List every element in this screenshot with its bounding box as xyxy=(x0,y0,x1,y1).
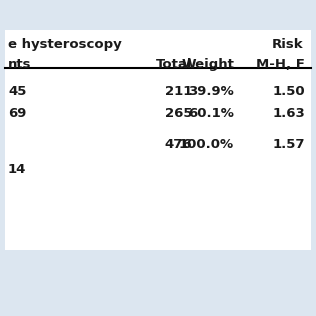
Bar xyxy=(5,30,311,250)
Text: Risk: Risk xyxy=(271,38,303,51)
Text: Total: Total xyxy=(155,58,192,71)
Text: 1.63: 1.63 xyxy=(272,107,305,120)
Text: 1.50: 1.50 xyxy=(272,85,305,98)
Text: 100.0%: 100.0% xyxy=(179,138,234,151)
Text: 60.1%: 60.1% xyxy=(188,107,234,120)
Text: 1.57: 1.57 xyxy=(272,138,305,151)
Text: 39.9%: 39.9% xyxy=(188,85,234,98)
Text: nts: nts xyxy=(8,58,32,71)
Text: Weight: Weight xyxy=(181,58,234,71)
Text: M-H, F: M-H, F xyxy=(256,58,305,71)
Text: 14: 14 xyxy=(8,163,26,176)
Text: 69: 69 xyxy=(8,107,26,120)
Text: 45: 45 xyxy=(8,85,26,98)
Text: e hysteroscopy: e hysteroscopy xyxy=(8,38,122,51)
Text: 476: 476 xyxy=(164,138,192,151)
Text: 211: 211 xyxy=(165,85,192,98)
Text: 265: 265 xyxy=(165,107,192,120)
